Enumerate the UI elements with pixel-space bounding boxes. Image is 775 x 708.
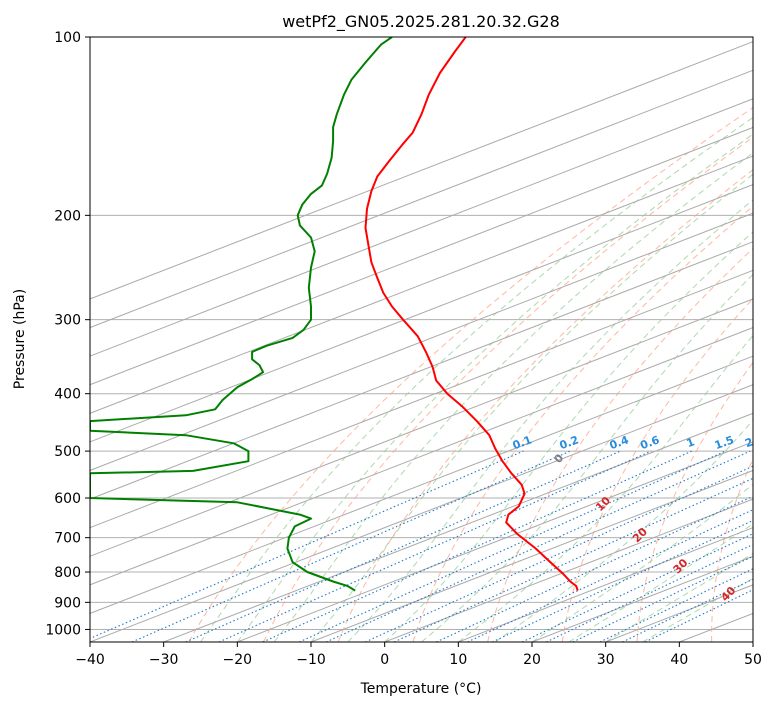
mixing-ratio-line <box>298 450 726 642</box>
y-tick-label: 700 <box>54 531 81 547</box>
moist-adiabat-line <box>200 116 753 642</box>
mixing-ratio-line <box>218 450 652 642</box>
plot-frame <box>89 36 754 643</box>
moist-adiabat-line <box>642 577 753 642</box>
isotherm-line <box>90 126 753 386</box>
x-axis-label: Temperature (°C) <box>360 681 482 697</box>
mixing-ratio-line <box>492 519 753 642</box>
x-tick-label: 0 <box>380 652 389 668</box>
y-tick-label: 300 <box>54 313 81 329</box>
moist-adiabat-line <box>531 483 753 642</box>
moist-adiabats <box>200 116 753 642</box>
isotherm-line <box>90 269 753 529</box>
mixing-ratio-label: 1 <box>685 435 697 450</box>
mixing-ratio-line <box>467 509 753 642</box>
mixing-ratio-lines <box>90 450 753 642</box>
isotherm-line <box>90 384 753 642</box>
moist-adiabat-line <box>605 552 753 642</box>
isotherm-line <box>384 498 753 642</box>
isotherm-line <box>163 412 753 642</box>
isotherm-line <box>90 155 753 414</box>
mixing-ratio-label: 2 <box>743 435 755 450</box>
mixing-ratio-label: 0.2 <box>558 433 581 452</box>
isotherm-line <box>310 469 753 642</box>
y-tick-label: 900 <box>54 595 81 611</box>
y-tick-label: 500 <box>54 444 81 460</box>
isotherm-line <box>90 298 753 557</box>
profile-series <box>90 37 579 592</box>
isotherm-line <box>90 98 753 357</box>
dry-adiabat-line <box>636 361 753 642</box>
x-tick-label: 30 <box>597 652 615 668</box>
isotherm-line <box>90 41 753 300</box>
dewpoint-profile-line <box>90 37 393 592</box>
moist-adiabat-line <box>421 273 753 642</box>
isotherm-line <box>90 184 753 443</box>
x-axis-ticks: −40 −30 −20 −10 0 10 20 30 40 50 <box>75 642 762 668</box>
x-tick-label: 20 <box>523 652 541 668</box>
mixing-ratio-line <box>325 450 751 642</box>
y-tick-label: 100 <box>54 30 81 46</box>
x-tick-label: 50 <box>744 652 762 668</box>
mixing-ratio-line <box>90 450 524 640</box>
y-tick-label: 800 <box>54 565 81 581</box>
dry-adiabat-line <box>561 297 753 642</box>
mixing-ratio-labels: 0.1 0.2 0.4 0.6 1 1.5 2 <box>511 433 755 452</box>
y-axis-ticks: 100 200 300 400 500 600 700 800 900 1000 <box>45 30 90 638</box>
mixing-ratio-line <box>436 495 753 642</box>
x-tick-label: −10 <box>296 652 326 668</box>
moist-adiabat-line <box>273 152 753 642</box>
mixing-ratio-line <box>131 450 571 642</box>
isotherm-line <box>90 241 753 500</box>
moist-adiabat-line <box>458 334 753 642</box>
dry-adiabat-line <box>188 106 753 642</box>
isotherm-line <box>90 212 753 472</box>
dry-adiabat-line <box>337 169 753 642</box>
mixing-ratio-line <box>365 465 753 642</box>
isotherm-line <box>237 441 753 642</box>
y-tick-label: 600 <box>54 491 81 507</box>
x-tick-label: −30 <box>149 652 179 668</box>
mixing-ratio-label: 0.1 <box>511 433 534 452</box>
moist-adiabat-line <box>494 419 753 642</box>
x-tick-label: 10 <box>449 652 467 668</box>
mixing-ratio-label: 0.6 <box>639 433 662 452</box>
x-tick-label: 40 <box>670 652 688 668</box>
x-tick-label: −20 <box>223 652 253 668</box>
isotherm-line <box>90 355 753 614</box>
dry-adiabat-line <box>487 247 753 642</box>
chart-title: wetPf2_GN05.2025.281.20.32.G28 <box>282 12 560 32</box>
y-tick-label: 400 <box>54 387 81 403</box>
isotherms <box>90 41 753 642</box>
y-tick-label: 1000 <box>45 622 81 638</box>
moist-adiabat-line <box>236 133 753 642</box>
isotherm-line <box>90 69 753 329</box>
y-axis-label: Pressure (hPa) <box>12 289 28 389</box>
x-tick-label: −40 <box>75 652 105 668</box>
mixing-ratio-label: 1.5 <box>713 433 736 452</box>
pressure-gridlines <box>90 37 753 630</box>
plot-area <box>90 37 753 642</box>
mixing-ratio-label: 0.4 <box>608 433 631 452</box>
dry-adiabat-line <box>263 136 753 642</box>
y-tick-label: 200 <box>54 208 81 224</box>
isotherm-line <box>90 326 753 586</box>
temperature-profile-line <box>364 37 579 591</box>
mixing-ratio-line <box>393 477 753 642</box>
isotherm-line <box>458 527 753 642</box>
